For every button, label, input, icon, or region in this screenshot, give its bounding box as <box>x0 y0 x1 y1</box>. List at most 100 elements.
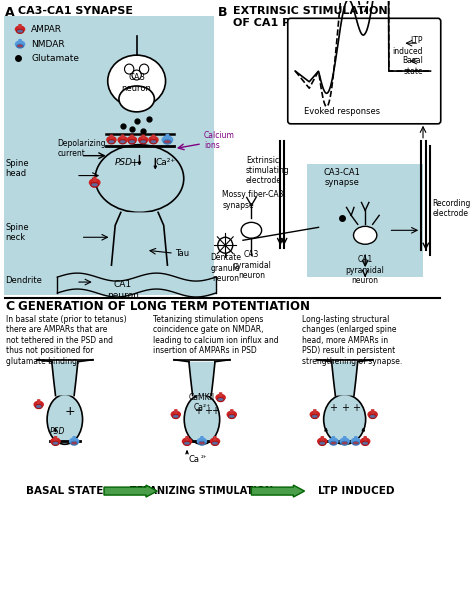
Ellipse shape <box>311 414 318 419</box>
Ellipse shape <box>53 442 58 444</box>
Ellipse shape <box>165 141 170 143</box>
FancyBboxPatch shape <box>214 437 216 440</box>
Ellipse shape <box>241 223 262 238</box>
Ellipse shape <box>320 442 325 444</box>
Text: Evoked responses: Evoked responses <box>304 107 380 116</box>
Text: CA3
pyramidal
neuron: CA3 pyramidal neuron <box>232 250 271 280</box>
FancyBboxPatch shape <box>175 410 177 413</box>
Ellipse shape <box>162 136 173 143</box>
Text: LTP INDUCED: LTP INDUCED <box>318 486 394 496</box>
Ellipse shape <box>34 401 43 408</box>
Text: CA3
neuron: CA3 neuron <box>122 73 152 93</box>
Ellipse shape <box>353 442 359 445</box>
Ellipse shape <box>185 442 189 444</box>
Ellipse shape <box>227 411 237 417</box>
Text: Tetanizing stimulation opens
coincidence gate on NMDAR,
leading to calcium ion i: Tetanizing stimulation opens coincidence… <box>153 315 278 355</box>
Text: Basal
state: Basal state <box>402 56 423 76</box>
Polygon shape <box>189 362 215 395</box>
Text: +: + <box>341 404 349 413</box>
FancyBboxPatch shape <box>364 437 366 440</box>
Ellipse shape <box>368 411 377 417</box>
Ellipse shape <box>151 141 156 143</box>
Ellipse shape <box>200 442 204 444</box>
Ellipse shape <box>129 140 135 144</box>
Text: Calcium
ions: Calcium ions <box>204 131 235 150</box>
Ellipse shape <box>318 438 327 445</box>
FancyBboxPatch shape <box>307 163 423 277</box>
Text: Depolarizing
current: Depolarizing current <box>57 139 106 159</box>
Ellipse shape <box>229 416 234 417</box>
Ellipse shape <box>138 137 148 143</box>
Ellipse shape <box>213 442 217 444</box>
Ellipse shape <box>18 45 22 47</box>
FancyBboxPatch shape <box>355 437 357 440</box>
Ellipse shape <box>128 137 137 143</box>
Ellipse shape <box>171 411 181 417</box>
Text: A: A <box>5 7 15 20</box>
Ellipse shape <box>212 442 218 445</box>
Ellipse shape <box>150 140 157 144</box>
Ellipse shape <box>90 179 100 186</box>
Text: Tau: Tau <box>175 249 189 258</box>
Ellipse shape <box>47 394 82 445</box>
Text: +: + <box>194 407 202 416</box>
Text: Spine
head: Spine head <box>5 159 29 178</box>
FancyBboxPatch shape <box>131 135 133 139</box>
Ellipse shape <box>330 442 337 445</box>
FancyBboxPatch shape <box>166 134 169 138</box>
Ellipse shape <box>107 137 116 143</box>
Ellipse shape <box>109 141 114 143</box>
Ellipse shape <box>52 442 59 445</box>
Ellipse shape <box>92 184 97 186</box>
Ellipse shape <box>369 414 376 419</box>
Text: NMDAR: NMDAR <box>31 40 65 49</box>
Ellipse shape <box>36 406 41 407</box>
Ellipse shape <box>329 438 338 445</box>
Ellipse shape <box>120 141 125 143</box>
Circle shape <box>218 237 233 253</box>
Ellipse shape <box>324 394 365 445</box>
Text: CA3-CA1 SYNAPSE: CA3-CA1 SYNAPSE <box>18 7 133 17</box>
Ellipse shape <box>363 442 367 444</box>
Ellipse shape <box>71 442 77 445</box>
Ellipse shape <box>354 442 358 444</box>
Text: GENERATION OF LONG TERM POTENTIATION: GENERATION OF LONG TERM POTENTIATION <box>18 300 310 313</box>
Ellipse shape <box>72 442 76 444</box>
Text: Extrinsic
stimulating
electrode: Extrinsic stimulating electrode <box>246 156 290 185</box>
Ellipse shape <box>362 442 368 445</box>
Text: Mossy fiber-CA3
synapse: Mossy fiber-CA3 synapse <box>222 191 284 210</box>
Ellipse shape <box>310 411 319 417</box>
Text: CaMKII: CaMKII <box>189 393 215 402</box>
Ellipse shape <box>182 438 191 445</box>
Ellipse shape <box>149 137 158 143</box>
Text: PSD: PSD <box>50 427 65 436</box>
Text: CA3-CA1
synapse: CA3-CA1 synapse <box>323 168 360 187</box>
FancyBboxPatch shape <box>110 135 112 139</box>
Text: In basal state (prior to tetanus)
there are AMPARs that are
not tethered in the : In basal state (prior to tetanus) there … <box>6 315 127 365</box>
FancyBboxPatch shape <box>122 135 124 139</box>
Ellipse shape <box>351 438 360 445</box>
Text: AMPAR: AMPAR <box>31 25 62 34</box>
Text: Spine
neck: Spine neck <box>5 223 29 242</box>
Text: +: + <box>211 407 219 416</box>
Text: Dendrite: Dendrite <box>5 275 42 285</box>
Ellipse shape <box>91 183 99 187</box>
Ellipse shape <box>342 442 347 444</box>
FancyBboxPatch shape <box>219 393 222 396</box>
Ellipse shape <box>140 140 146 144</box>
Ellipse shape <box>70 438 79 445</box>
Text: TETANIZING STIMULATION: TETANIZING STIMULATION <box>130 486 273 496</box>
FancyBboxPatch shape <box>55 437 56 440</box>
FancyBboxPatch shape <box>288 18 441 124</box>
Ellipse shape <box>184 442 190 445</box>
Text: Long-lasting structural
changes (enlarged spine
head, more AMPARs in
PSD) result: Long-lasting structural changes (enlarge… <box>302 315 402 365</box>
Text: B: B <box>218 7 228 20</box>
Ellipse shape <box>118 137 127 143</box>
Ellipse shape <box>141 141 146 143</box>
FancyArrow shape <box>104 485 157 497</box>
Text: ²⁺: ²⁺ <box>201 456 208 462</box>
Ellipse shape <box>341 442 348 445</box>
FancyBboxPatch shape <box>186 437 188 440</box>
FancyBboxPatch shape <box>231 410 233 413</box>
Ellipse shape <box>17 44 23 48</box>
